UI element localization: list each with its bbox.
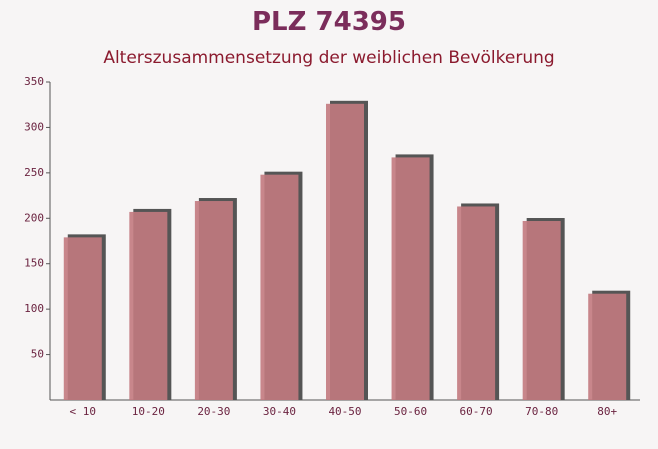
y-tick-label: 100 [24, 302, 44, 315]
chart-title: PLZ 74395 [252, 7, 406, 37]
bar [194, 201, 233, 400]
bar [63, 237, 102, 400]
y-tick-label: 150 [24, 257, 44, 270]
y-tick-label: 300 [24, 120, 44, 133]
y-tick-label: 200 [24, 211, 44, 224]
bar [129, 211, 168, 400]
y-tick-label: 250 [24, 166, 44, 179]
x-tick-label: 40-50 [328, 405, 361, 418]
bar [588, 293, 627, 400]
x-tick-label: 80+ [597, 405, 617, 418]
chart-subtitle: Alterszusammensetzung der weiblichen Bev… [103, 48, 554, 68]
x-tick-label: 30-40 [263, 405, 296, 418]
x-tick-label: < 10 [70, 405, 97, 418]
y-tick-label: 50 [31, 348, 44, 361]
x-tick-label: 60-70 [460, 405, 493, 418]
bar [457, 206, 496, 400]
bar [391, 157, 430, 400]
x-tick-label: 70-80 [525, 405, 558, 418]
bar [326, 103, 364, 400]
bar [260, 174, 299, 400]
x-tick-label: 10-20 [132, 405, 165, 418]
x-tick-label: 50-60 [394, 405, 427, 418]
y-tick-label: 350 [24, 75, 44, 88]
x-tick-label: 20-30 [197, 405, 230, 418]
bar [522, 221, 561, 400]
